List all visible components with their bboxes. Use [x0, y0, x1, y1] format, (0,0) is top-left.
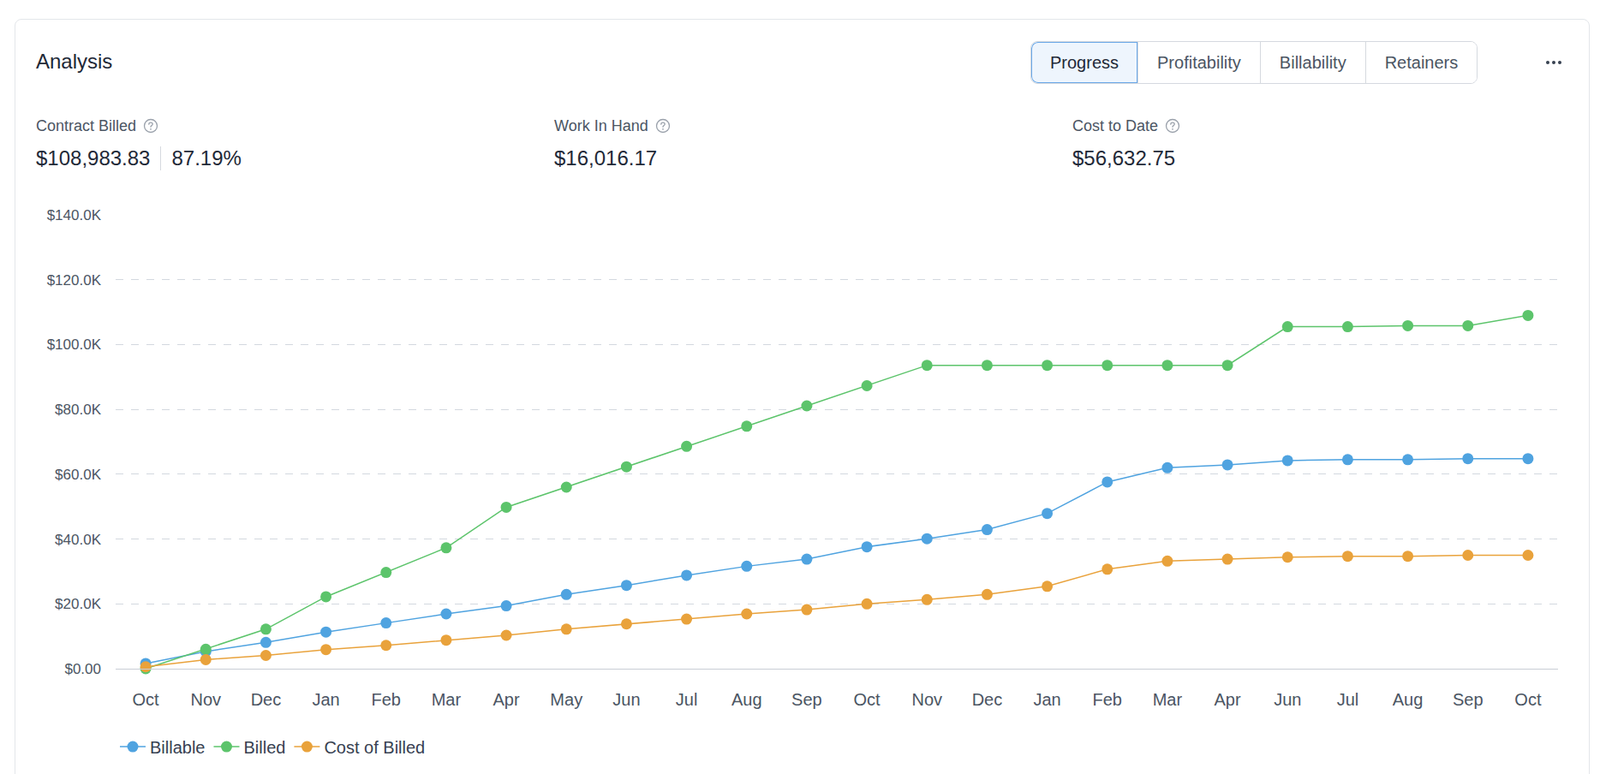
svg-text:Feb: Feb	[371, 690, 401, 710]
svg-text:Dec: Dec	[972, 690, 1003, 710]
svg-text:$20.0K: $20.0K	[54, 596, 102, 613]
svg-text:Billed: Billed	[243, 738, 286, 758]
html-text:Billability: Billability	[1279, 53, 1347, 72]
html-text:$16,016.17: $16,016.17	[554, 146, 658, 170]
svg-text:Nov: Nov	[190, 690, 221, 710]
svg-text:Oct: Oct	[1514, 690, 1542, 710]
svg-text:Billable: Billable	[149, 738, 205, 758]
svg-text:Feb: Feb	[1092, 690, 1123, 710]
svg-text:Jun: Jun	[612, 690, 640, 710]
svg-text:$80.0K: $80.0K	[54, 401, 102, 418]
html-text:Retainers: Retainers	[1384, 53, 1459, 72]
svg-text:Sep: Sep	[791, 690, 823, 710]
svg-text:Jul: Jul	[675, 690, 699, 710]
svg-text:Mar: Mar	[431, 690, 462, 710]
html-text:Analysis: Analysis	[35, 49, 113, 73]
svg-text:Apr: Apr	[493, 690, 520, 710]
svg-text:Nov: Nov	[911, 690, 943, 710]
html-text:Contract Billed: Contract Billed	[35, 116, 137, 135]
svg-text:Oct: Oct	[853, 690, 882, 710]
svg-text:Oct: Oct	[132, 690, 161, 710]
svg-text:$100.0K: $100.0K	[47, 336, 102, 353]
svg-text:Apr: Apr	[1214, 690, 1242, 710]
html-text:87.19%: 87.19%	[171, 146, 242, 170]
svg-text:$60.0K: $60.0K	[54, 466, 102, 484]
svg-text:$40.0K: $40.0K	[54, 531, 102, 549]
svg-text:Cost of Billed: Cost of Billed	[323, 738, 425, 758]
svg-text:May: May	[549, 690, 583, 710]
html-text:Cost to Date: Cost to Date	[1072, 116, 1159, 135]
svg-text:Aug: Aug	[731, 690, 763, 710]
svg-text:Mar: Mar	[1152, 690, 1183, 710]
html-text:Work In Hand: Work In Hand	[554, 116, 649, 135]
svg-text:Jul: Jul	[1337, 690, 1360, 710]
html-text:$56,632.75: $56,632.75	[1072, 146, 1176, 170]
svg-text:Dec: Dec	[250, 690, 282, 710]
svg-text:Sep: Sep	[1452, 690, 1484, 710]
html-text:Progress: Progress	[1050, 53, 1119, 72]
svg-text:Aug: Aug	[1392, 690, 1424, 710]
svg-text:Jan: Jan	[1032, 690, 1061, 710]
svg-text:$140.0K: $140.0K	[47, 207, 102, 224]
html-text:Profitability: Profitability	[1157, 53, 1241, 72]
svg-text:Jun: Jun	[1273, 690, 1302, 710]
svg-text:Jan: Jan	[311, 690, 340, 710]
html-text:$108,983.83: $108,983.83	[35, 146, 151, 170]
svg-text:$0.00: $0.00	[64, 661, 102, 678]
svg-text:$120.0K: $120.0K	[47, 272, 102, 289]
